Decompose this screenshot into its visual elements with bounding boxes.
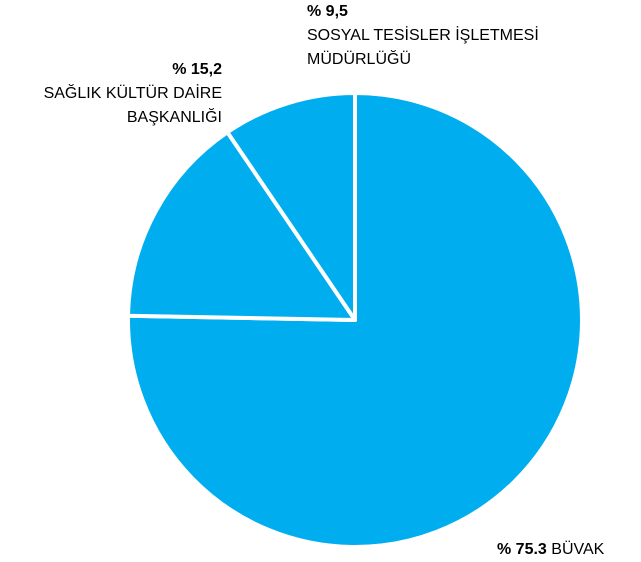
slice-label: % 15,2 SAĞLIK KÜLTÜR DAİRE BAŞKANLIĞI (22, 58, 222, 130)
pie-slice (225, 91, 357, 322)
pie-slice (126, 130, 357, 322)
value-label: % 9,5 (307, 3, 348, 20)
category-label: SAĞLIK KÜLTÜR DAİRE BAŞKANLIĞI (43, 85, 222, 126)
value-label: % 75.3 (497, 541, 547, 558)
value-label: % 15,2 (172, 61, 222, 78)
category-label: SOSYAL TESİSLER İŞLETMESİ MÜDÜRLÜĞÜ (307, 27, 539, 68)
category-label: BÜVAK (551, 541, 605, 558)
slice-label: % 75.3 BÜVAK (497, 538, 604, 562)
pie-slice (126, 91, 584, 549)
slice-label: % 9,5 SOSYAL TESİSLER İŞLETMESİ MÜDÜRLÜĞ… (307, 0, 640, 72)
